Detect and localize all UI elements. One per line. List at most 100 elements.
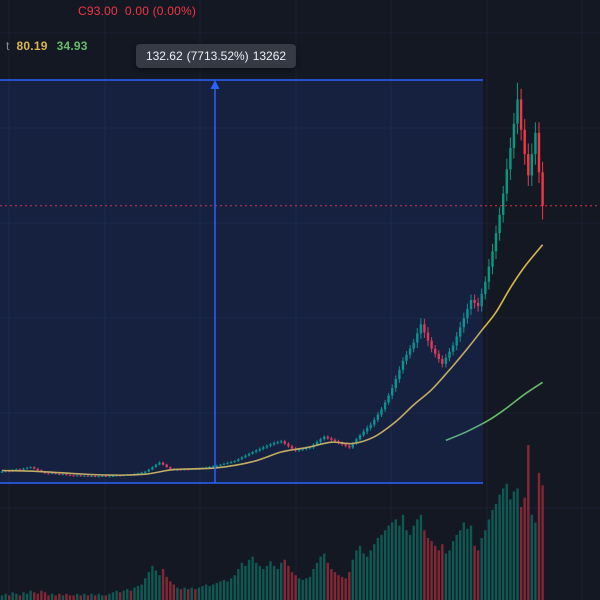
- candle[interactable]: [369, 424, 372, 428]
- measure-rect[interactable]: [0, 80, 483, 483]
- candle[interactable]: [512, 123, 516, 148]
- volume-bar[interactable]: [208, 586, 211, 600]
- volume-bar[interactable]: [441, 544, 444, 600]
- candle[interactable]: [351, 443, 354, 448]
- volume-bar[interactable]: [351, 559, 354, 600]
- volume-bar[interactable]: [86, 595, 90, 600]
- volume-bar[interactable]: [408, 534, 412, 600]
- candle[interactable]: [530, 154, 533, 176]
- candle[interactable]: [18, 469, 22, 471]
- candle[interactable]: [455, 336, 458, 346]
- candle[interactable]: [523, 129, 526, 155]
- volume-bar[interactable]: [491, 510, 494, 600]
- volume-bar[interactable]: [434, 545, 437, 600]
- volume-bar[interactable]: [244, 565, 247, 600]
- volume-bar[interactable]: [40, 590, 43, 600]
- candle[interactable]: [108, 476, 111, 478]
- volume-bar[interactable]: [394, 519, 397, 600]
- volume-bar[interactable]: [161, 569, 165, 600]
- candle[interactable]: [326, 436, 329, 439]
- volume-bar[interactable]: [280, 562, 283, 600]
- volume-bar[interactable]: [165, 576, 168, 600]
- candle[interactable]: [394, 379, 397, 389]
- candle[interactable]: [408, 348, 412, 355]
- candle[interactable]: [494, 233, 498, 252]
- measure-tool-overlay[interactable]: [0, 79, 483, 484]
- candle[interactable]: [355, 439, 358, 444]
- volume-bar[interactable]: [25, 593, 29, 600]
- volume-bar[interactable]: [469, 525, 473, 600]
- volume-bar[interactable]: [333, 572, 337, 600]
- volume-bar[interactable]: [516, 488, 519, 600]
- volume-bar[interactable]: [476, 550, 480, 600]
- candle[interactable]: [398, 369, 401, 379]
- volume-bar[interactable]: [466, 528, 469, 600]
- candle[interactable]: [154, 464, 158, 468]
- candle[interactable]: [47, 473, 50, 475]
- candle[interactable]: [505, 169, 508, 194]
- volume-bar[interactable]: [527, 445, 530, 600]
- candle[interactable]: [462, 318, 465, 328]
- volume-bar[interactable]: [530, 514, 533, 600]
- volume-bar[interactable]: [484, 530, 487, 600]
- volume-bar[interactable]: [251, 556, 254, 600]
- candle[interactable]: [448, 351, 451, 358]
- volume-bar[interactable]: [229, 578, 233, 600]
- candle[interactable]: [65, 474, 68, 476]
- candle[interactable]: [258, 448, 261, 451]
- volume-bar[interactable]: [76, 593, 79, 600]
- candle[interactable]: [419, 324, 423, 334]
- candle[interactable]: [90, 476, 93, 477]
- volume-bar[interactable]: [369, 550, 372, 600]
- volume-bar[interactable]: [308, 576, 312, 600]
- candle[interactable]: [348, 445, 351, 448]
- candle[interactable]: [416, 333, 419, 343]
- candle[interactable]: [43, 472, 47, 474]
- candle[interactable]: [76, 475, 79, 477]
- candle[interactable]: [208, 466, 211, 468]
- volume-bar[interactable]: [337, 575, 340, 600]
- candle[interactable]: [33, 467, 36, 469]
- volume-bar[interactable]: [498, 494, 501, 600]
- volume-bar[interactable]: [401, 514, 405, 600]
- volume-bar[interactable]: [272, 565, 276, 600]
- volume-bar[interactable]: [412, 525, 415, 600]
- candle[interactable]: [83, 475, 86, 477]
- volume-bar[interactable]: [326, 562, 329, 600]
- candle[interactable]: [519, 99, 523, 130]
- volume-bar[interactable]: [437, 550, 440, 600]
- candle[interactable]: [315, 441, 319, 445]
- volume-bar[interactable]: [151, 565, 154, 600]
- candle[interactable]: [101, 476, 104, 477]
- volume-bar[interactable]: [33, 592, 36, 600]
- volume-bar[interactable]: [355, 550, 358, 600]
- volume-bar[interactable]: [215, 583, 218, 600]
- volume-bar[interactable]: [315, 562, 319, 600]
- candle[interactable]: [272, 442, 276, 445]
- candle[interactable]: [480, 293, 483, 307]
- candle[interactable]: [516, 99, 519, 124]
- volume-bar[interactable]: [262, 569, 265, 600]
- volume-bar[interactable]: [169, 581, 172, 600]
- candle[interactable]: [484, 281, 487, 294]
- candle[interactable]: [380, 409, 383, 415]
- volume-bar[interactable]: [90, 593, 93, 600]
- volume-bar[interactable]: [144, 578, 147, 600]
- volume-bar[interactable]: [72, 595, 75, 600]
- volume-bar[interactable]: [104, 595, 107, 600]
- volume-bar[interactable]: [380, 534, 383, 600]
- candle[interactable]: [283, 441, 286, 444]
- candle[interactable]: [104, 476, 107, 477]
- candle[interactable]: [280, 441, 283, 443]
- candle[interactable]: [412, 342, 415, 349]
- volume-bar[interactable]: [97, 593, 100, 600]
- volume-bar[interactable]: [11, 592, 14, 600]
- volume-bar[interactable]: [405, 530, 408, 600]
- volume-bar[interactable]: [29, 590, 32, 600]
- volume-bar[interactable]: [83, 593, 86, 600]
- volume-bar[interactable]: [79, 595, 82, 600]
- volume-bar[interactable]: [4, 593, 7, 600]
- volume-bar[interactable]: [50, 593, 54, 600]
- volume-bar[interactable]: [459, 530, 462, 600]
- volume-bar[interactable]: [154, 570, 158, 600]
